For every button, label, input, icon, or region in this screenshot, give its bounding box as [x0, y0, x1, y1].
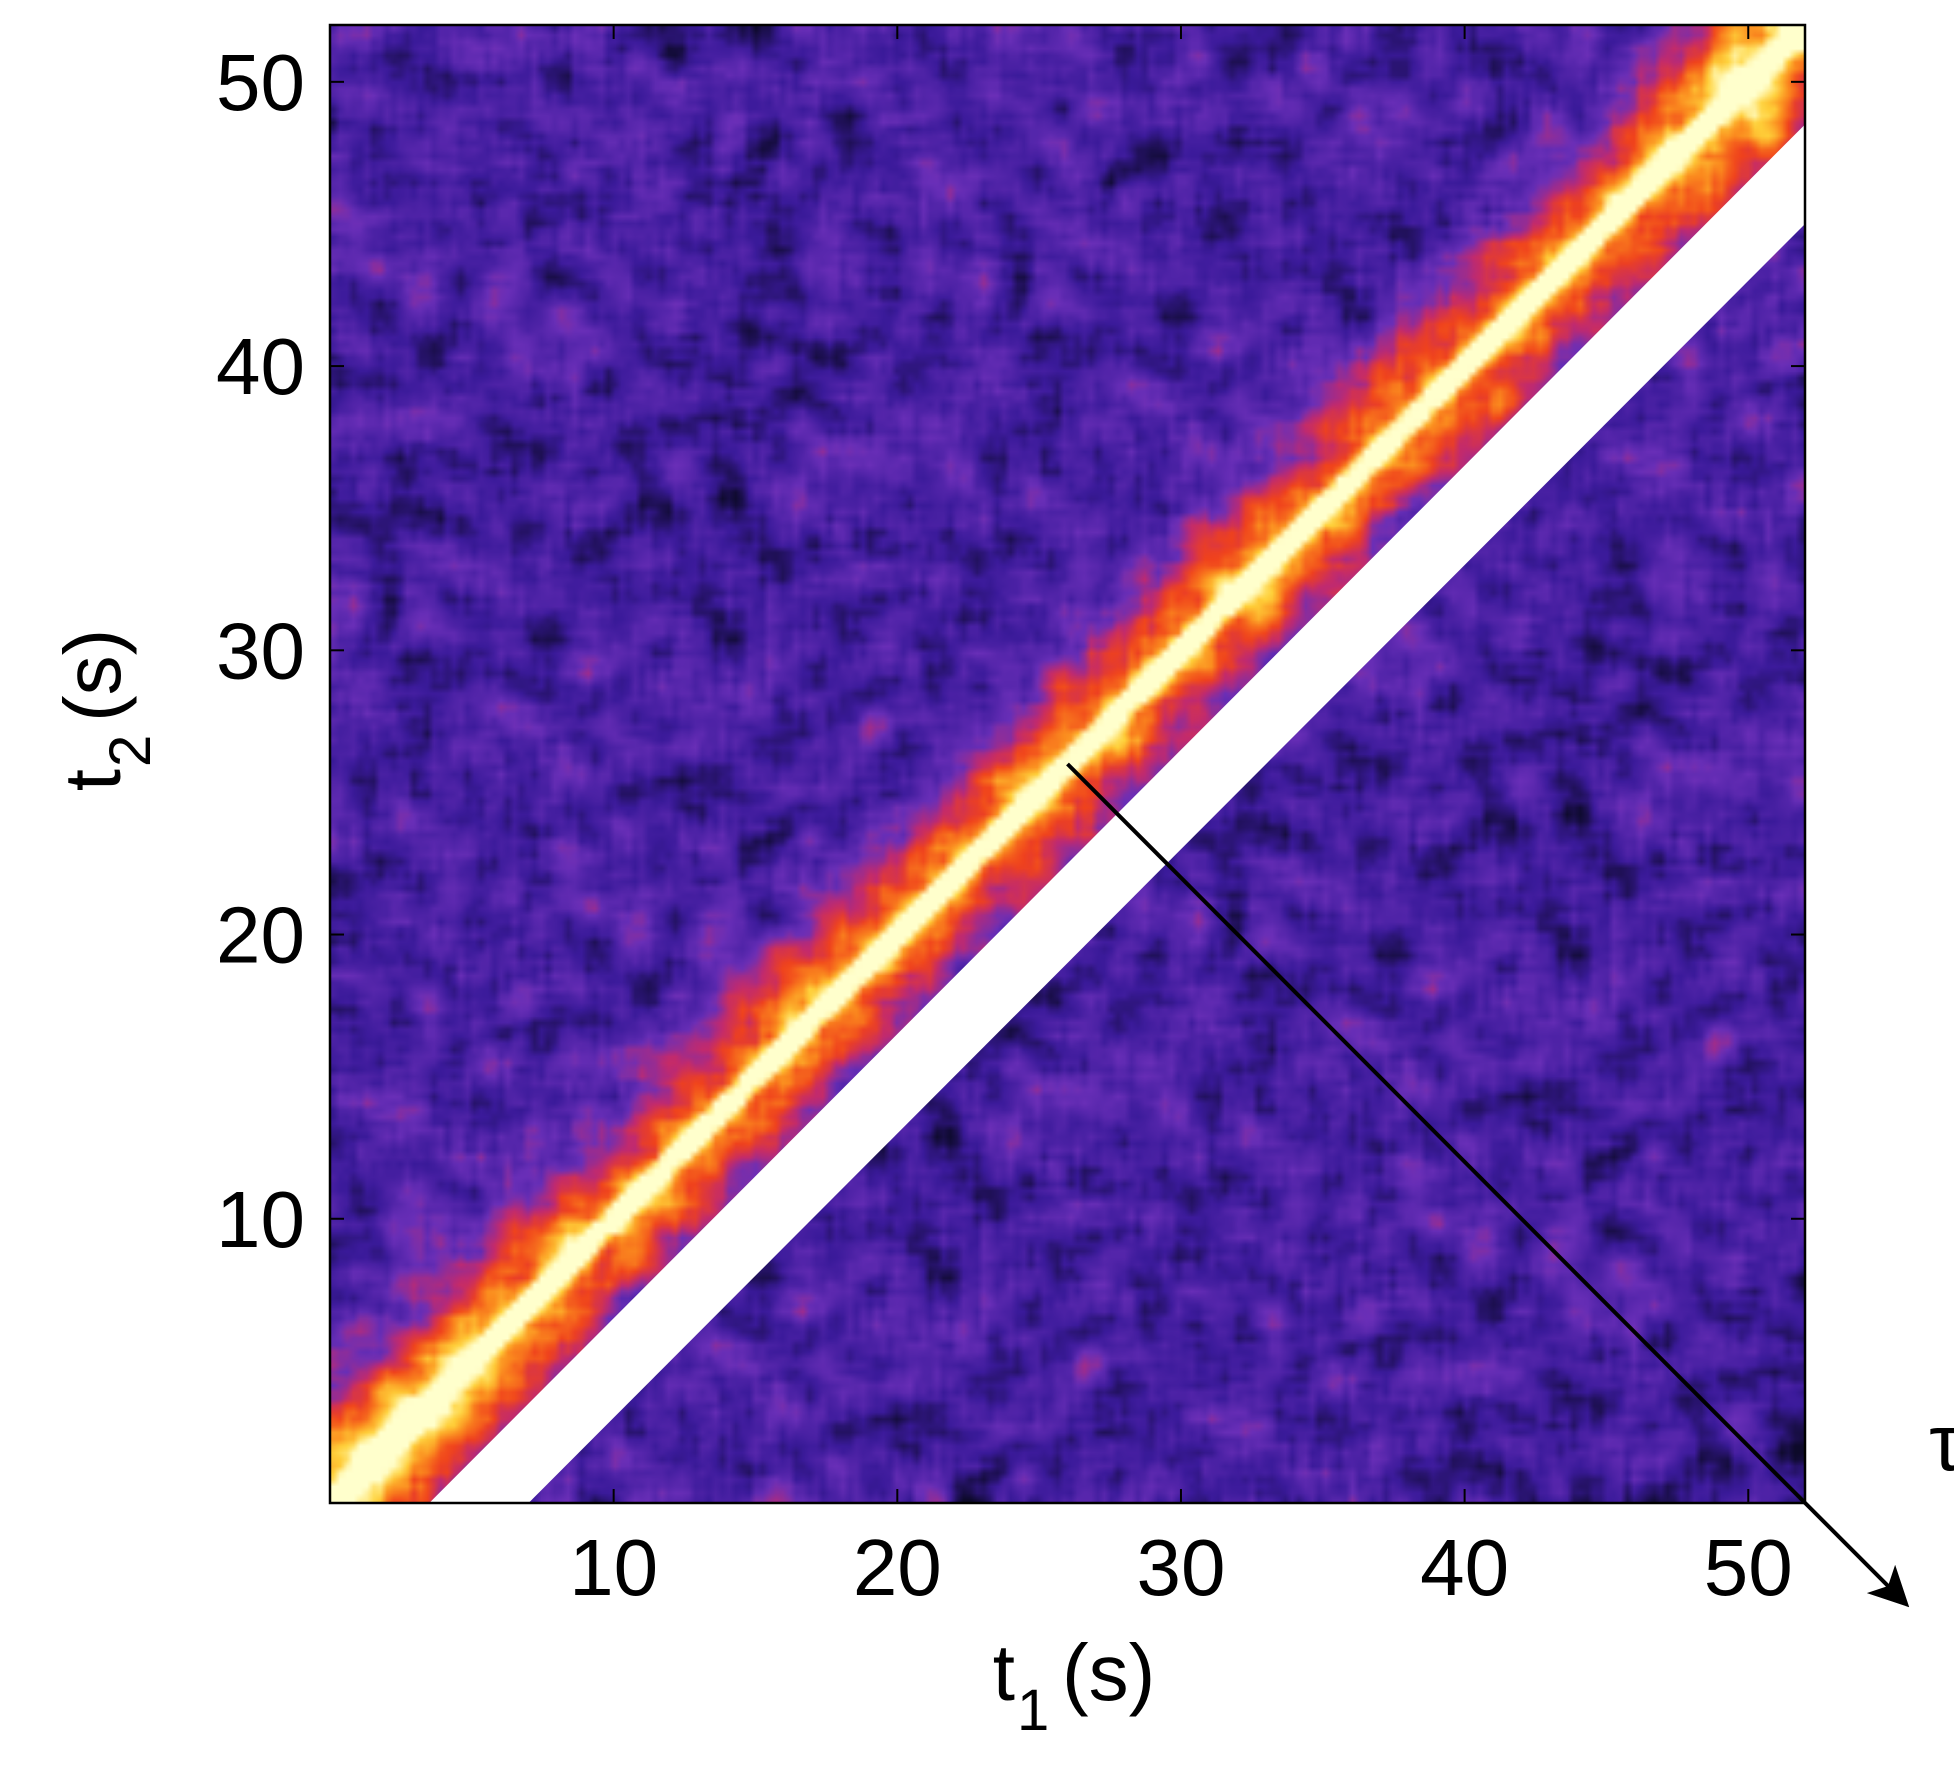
y-axis-label: t 2 (s) — [48, 629, 163, 792]
x-axis-label: t 1 (s) — [993, 1628, 1156, 1743]
lag-axis-arrow — [1066, 762, 1910, 1608]
x-tick-label: 10 — [569, 1523, 658, 1612]
lag-axis-label: τ̃ — [1929, 1398, 1954, 1487]
x-tick-label: 30 — [1136, 1523, 1225, 1612]
x-tick-label: 20 — [853, 1523, 942, 1612]
x-tick-label: 40 — [1420, 1523, 1509, 1612]
y-axis-label-unit: (s) — [48, 629, 137, 722]
y-tick-label: 30 — [216, 606, 305, 695]
plot-frame — [328, 23, 1807, 1505]
x-axis-label-unit: (s) — [1062, 1628, 1155, 1717]
x-axis-label-symbol: t — [993, 1628, 1015, 1717]
x-tick-label: 50 — [1704, 1523, 1793, 1612]
y-axis-ticks: 10 20 30 40 50 — [216, 38, 1805, 1264]
plot-area — [328, 23, 1910, 1608]
x-axis-ticks: 10 20 30 40 50 — [569, 25, 1793, 1612]
y-axis-label-subscript: 2 — [98, 735, 163, 767]
y-tick-label: 10 — [216, 1175, 305, 1264]
x-axis-label-subscript: 1 — [1017, 1678, 1049, 1743]
y-axis-label-symbol: t — [48, 769, 137, 791]
y-tick-label: 50 — [216, 38, 305, 127]
y-tick-label: 40 — [216, 322, 305, 411]
y-tick-label: 20 — [216, 891, 305, 980]
